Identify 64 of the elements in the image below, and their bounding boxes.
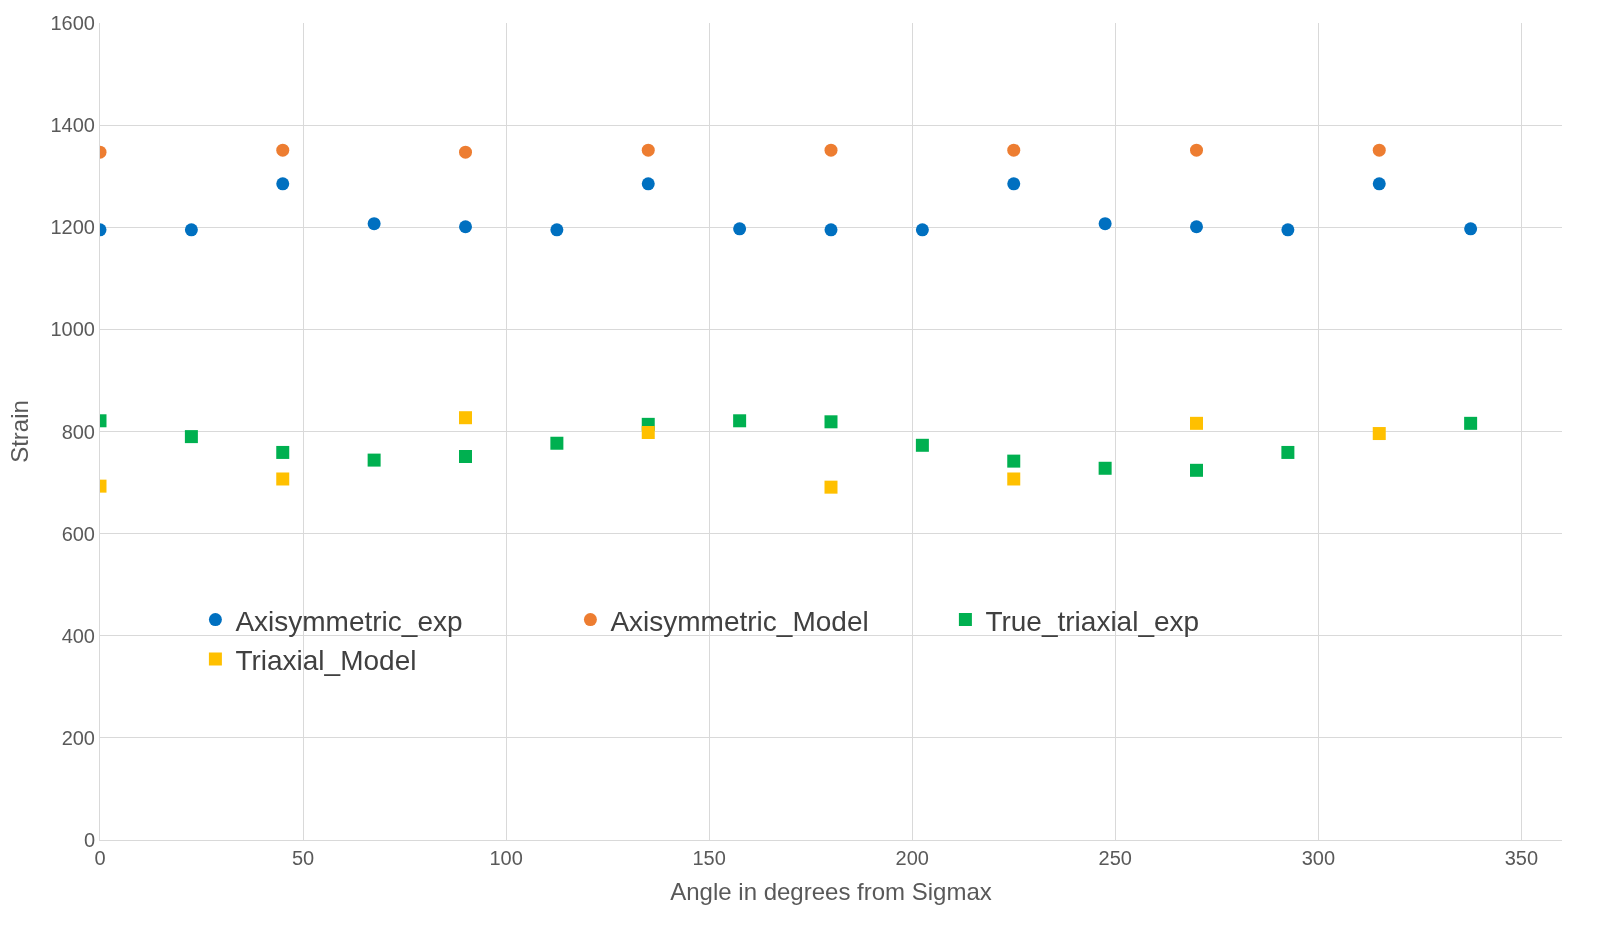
- point: [550, 436, 564, 450]
- point: [1007, 454, 1021, 468]
- point: [1098, 217, 1112, 231]
- point: [824, 143, 838, 157]
- point: [641, 426, 655, 440]
- y-tick-label: 200: [61, 726, 95, 749]
- y-axis-title: Strain: [5, 400, 33, 463]
- point: [1281, 445, 1295, 459]
- x-tick-label: 350: [1504, 847, 1539, 869]
- point: [459, 411, 472, 425]
- x-tick-label: 100: [489, 847, 523, 869]
- point: [550, 223, 564, 237]
- point: [1372, 177, 1386, 191]
- y-tick-label: 800: [61, 420, 95, 443]
- x-tick-label: 200: [895, 847, 929, 869]
- point: [184, 223, 198, 237]
- point: [1190, 416, 1203, 430]
- x-tick-label: 50: [291, 847, 315, 869]
- point: [1007, 143, 1021, 157]
- y-tick-label: 1000: [50, 318, 95, 341]
- point: [1281, 223, 1295, 237]
- y-tick-label: 1600: [50, 12, 95, 34]
- y-tick-label: 400: [61, 624, 95, 647]
- point: [1190, 220, 1203, 234]
- point: [915, 223, 929, 237]
- point: [641, 177, 655, 191]
- y-tick-label: 600: [61, 522, 95, 545]
- x-tick-label: 300: [1301, 847, 1336, 869]
- point: [733, 222, 747, 236]
- point: [459, 145, 472, 159]
- point: [459, 220, 472, 234]
- legend-label: Axisymmetric_exp: [235, 605, 463, 637]
- x-axis-title: Angle in degrees from Sigmax: [670, 878, 992, 906]
- point: [1190, 143, 1203, 157]
- legend-label: Axisymmetric_Model: [610, 605, 869, 637]
- point: [1007, 177, 1021, 191]
- point: [915, 438, 929, 452]
- point: [367, 453, 381, 467]
- y-tick-label: 0: [83, 829, 95, 851]
- point: [824, 480, 838, 494]
- x-tick-label: 150: [692, 847, 726, 869]
- point: [276, 177, 290, 191]
- point: [1007, 472, 1021, 486]
- point: [459, 450, 472, 464]
- point: [1098, 461, 1112, 475]
- point: [1464, 416, 1478, 430]
- x-tick-label: 250: [1098, 847, 1132, 869]
- point: [276, 445, 290, 459]
- point: [824, 223, 838, 237]
- point: [1190, 463, 1203, 477]
- point: [276, 472, 290, 486]
- legend-label: Triaxial_Model: [235, 644, 417, 676]
- legend-label: True_triaxial_exp: [985, 605, 1200, 637]
- point: [733, 414, 747, 428]
- point: [1372, 427, 1386, 441]
- y-tick-label: 1200: [50, 216, 95, 239]
- point: [641, 143, 655, 157]
- point: [367, 217, 381, 231]
- point: [1464, 222, 1478, 236]
- point: [1372, 143, 1386, 157]
- point: [276, 143, 290, 157]
- point: [824, 415, 838, 429]
- point: [184, 430, 198, 444]
- y-tick-label: 1400: [50, 114, 95, 137]
